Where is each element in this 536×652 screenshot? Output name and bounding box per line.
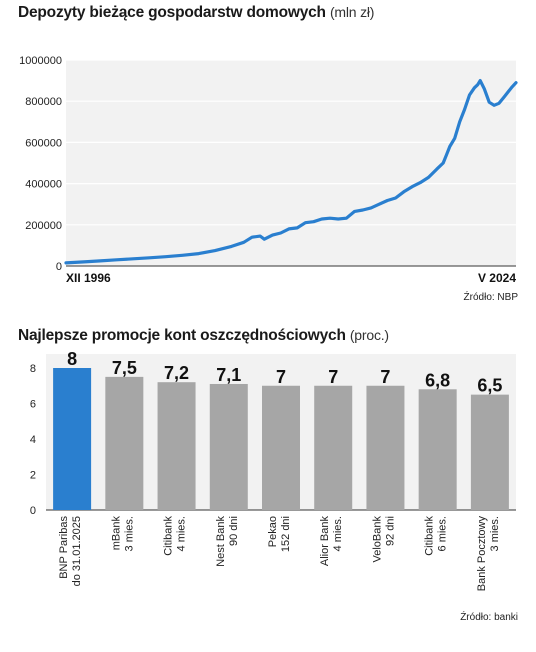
bar-value-label: 6,5: [477, 376, 502, 396]
line-chart-source: Źródło: NBP: [464, 290, 519, 303]
bar-category-label: mBank: [110, 516, 122, 551]
bar: [314, 385, 353, 510]
bar-category-label: Citibank: [163, 516, 175, 556]
bar-y-tick-label: 2: [30, 470, 36, 482]
bar-category-label: VeloBank: [371, 516, 383, 563]
bar-y-tick-label: 8: [30, 363, 36, 375]
bar-y-tick-label: 0: [30, 505, 36, 517]
bar-category-label: Citibank: [424, 516, 436, 556]
bar: [53, 368, 92, 510]
bar: [470, 394, 509, 510]
bar-value-label: 8: [67, 349, 77, 369]
line-plot-area: [66, 60, 516, 266]
bar-category-label: 4 mies.: [176, 516, 188, 551]
bar-value-label: 7,1: [216, 365, 241, 385]
line-y-tick-label: 600000: [25, 137, 62, 149]
bar-category-label: Pekao: [267, 516, 279, 547]
bar-category-label: 4 mies.: [332, 516, 344, 551]
bar-chart-title: Najlepsze promocje kont oszczędnościowyc…: [18, 327, 389, 345]
line-chart-title-text: Depozyty bieżące gospodarstw domowych: [18, 4, 326, 21]
line-y-tick-label: 1000000: [19, 55, 62, 67]
bar: [157, 382, 196, 510]
bar: [105, 376, 144, 510]
bar-category-label: 6 mies.: [437, 516, 449, 551]
bar-category-label: do 31.01.2025: [71, 516, 83, 586]
line-y-tick-label: 400000: [25, 179, 62, 191]
bar-chart-unit: (proc.): [349, 327, 389, 343]
bar-value-label: 7: [328, 367, 338, 387]
line-chart-unit: (mln zł): [329, 4, 375, 20]
line-y-tick-label: 200000: [25, 220, 62, 232]
bar-category-label: 152 dni: [280, 516, 292, 552]
bar-category-label: 92 dni: [384, 516, 396, 546]
line-x-tick-end: V 2024: [478, 271, 516, 285]
bar-value-label: 6,8: [425, 370, 450, 390]
bar-category-label: Bank Pocztowy: [476, 516, 488, 592]
bar-category-label: 3 mies.: [489, 516, 501, 551]
bar-category-label: 3 mies.: [123, 516, 135, 551]
line-chart-title: Depozyty bieżące gospodarstw domowych (m…: [18, 4, 374, 22]
deposits-series-line: [64, 79, 518, 265]
bar-y-tick-label: 6: [30, 399, 36, 411]
bar-category-label: 90 dni: [228, 516, 240, 546]
bar: [418, 389, 457, 510]
bar-value-label: 7: [276, 367, 286, 387]
bar-y-tick-label: 4: [30, 434, 36, 446]
bar-value-label: 7: [380, 367, 390, 387]
bar-chart-title-text: Najlepsze promocje kont oszczędnościowyc…: [18, 327, 346, 344]
line-x-tick-start: XII 1996: [66, 271, 111, 285]
bar: [366, 385, 405, 510]
bar-chart-source: Źródło: banki: [460, 610, 518, 623]
line-y-tick-label: 0: [56, 261, 62, 273]
bar-category-label: BNP Paribas: [58, 516, 70, 579]
bar-value-label: 7,2: [164, 363, 189, 383]
bar-category-label: Nest Bank: [215, 516, 227, 567]
bar-value-label: 7,5: [112, 358, 137, 378]
line-y-tick-label: 800000: [25, 96, 62, 108]
bar-category-label: Alior Bank: [319, 516, 331, 567]
bar: [262, 385, 300, 510]
bar: [209, 383, 248, 510]
